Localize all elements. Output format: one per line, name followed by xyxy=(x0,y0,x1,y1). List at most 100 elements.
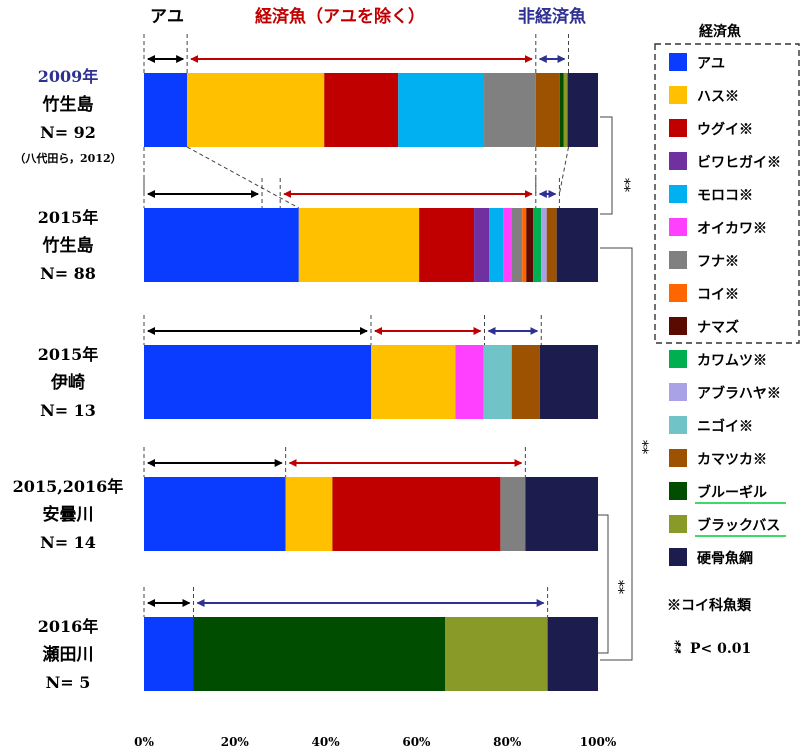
row-site-label: 瀬田川 xyxy=(43,645,94,665)
sig-marker-1: ** xyxy=(616,178,632,192)
bar-segment-r4-s15 xyxy=(547,617,598,691)
significance-brackets xyxy=(598,116,633,661)
legend-label: オイカワ※ xyxy=(697,221,767,237)
legend-swatch xyxy=(669,119,687,137)
sig-marker-2: ** xyxy=(634,440,650,454)
bar-segment-r0-s6 xyxy=(484,73,536,147)
bar-area xyxy=(143,34,598,691)
bar-segment-r0-s15 xyxy=(567,73,598,147)
x-tick-label: 20% xyxy=(221,735,250,749)
legend-swatch xyxy=(669,416,687,434)
legend-label: ウグイ※ xyxy=(697,121,753,138)
x-axis: 0% 20% 40% 60% 80% 100% xyxy=(134,735,617,749)
sig-legend-text: ：P< 0.01 xyxy=(676,641,751,657)
bar-segment-r0-s14 xyxy=(563,73,568,147)
legend-swatch xyxy=(669,449,687,467)
legend-label: カワムツ※ xyxy=(697,353,767,369)
bar-segment-r4-s0 xyxy=(144,617,194,691)
row-site-label: 竹生島 xyxy=(42,235,94,256)
bar-segment-r1-s9 xyxy=(533,208,542,282)
legend-economic-box xyxy=(654,43,800,344)
legend-label: ブルーギル xyxy=(697,484,767,501)
legend-swatch xyxy=(669,383,687,401)
bar-segment-r2-s5 xyxy=(455,345,484,419)
bar-segment-r3-s0 xyxy=(144,477,286,551)
bar-segment-r2-s0 xyxy=(144,345,371,419)
bracket-2015-chikubu-vs-seta xyxy=(600,247,633,661)
row-site-label: 竹生島 xyxy=(42,94,94,115)
legend-swatch xyxy=(669,53,687,71)
legend-label: モロコ※ xyxy=(697,188,753,204)
bar-segment-r2-s1 xyxy=(371,345,456,419)
bar-segment-r1-s5 xyxy=(503,208,512,282)
x-tick-label: 80% xyxy=(493,735,522,749)
legend-label: ハス※ xyxy=(697,89,739,105)
row-n-label: N= 13 xyxy=(40,401,96,420)
legend-swatch xyxy=(669,515,687,533)
top-label-economic: 経済魚（アユを除く） xyxy=(255,6,425,27)
legend-swatch xyxy=(669,218,687,236)
x-tick-label: 60% xyxy=(402,735,431,749)
legend-swatch xyxy=(669,86,687,104)
legend-swatch xyxy=(669,185,687,203)
row-site-label: 安曇川 xyxy=(43,504,94,525)
legend-swatch xyxy=(669,284,687,302)
legend-swatch xyxy=(669,548,687,566)
legend-title: 経済魚 xyxy=(699,23,741,40)
bar-segment-r3-s1 xyxy=(285,477,333,551)
connector-line xyxy=(558,146,569,195)
legend-label: ブラックバス xyxy=(697,517,780,534)
bar-segment-r2-s12 xyxy=(511,345,540,419)
bar-segment-r3-s6 xyxy=(500,477,526,551)
legend-label: カマツカ※ xyxy=(697,452,767,468)
legend-swatch xyxy=(669,482,687,500)
bar-segment-r3-s2 xyxy=(332,477,501,551)
bar-segment-r0-s12 xyxy=(535,73,560,147)
row-year-label: 2016年 xyxy=(38,617,99,636)
bar-segment-r2-s11 xyxy=(483,345,512,419)
row-year-label: 2009年 xyxy=(38,67,99,86)
row-site-label: 伊崎 xyxy=(50,372,85,393)
bar-segment-r1-s8 xyxy=(526,208,534,282)
legend-swatch xyxy=(669,317,687,335)
legend-swatch xyxy=(669,251,687,269)
bar-segment-r0-s13 xyxy=(559,73,564,147)
bracket-ado-vs-seta xyxy=(598,514,609,654)
bar-segment-r1-s12 xyxy=(546,208,557,282)
sig-legend-marker: ** xyxy=(667,640,682,654)
top-label-ayu: アユ xyxy=(150,7,184,27)
legend-label: ニゴイ※ xyxy=(697,418,753,435)
bar-segment-r2-s15 xyxy=(539,345,598,419)
connector-line xyxy=(186,146,300,209)
bar-segment-r4-s14 xyxy=(445,617,548,691)
x-tick-label: 0% xyxy=(134,735,154,749)
row-n-label: N= 14 xyxy=(40,533,96,552)
legend-swatch xyxy=(669,350,687,368)
footnote: ※コイ科魚類 xyxy=(667,597,752,614)
bar-segment-r1-s2 xyxy=(419,208,475,282)
bracket-2009-vs-2015-chikubu xyxy=(600,116,613,215)
bar-segment-r1-s6 xyxy=(511,208,523,282)
bar-segment-r3-s15 xyxy=(525,477,598,551)
x-tick-label: 100% xyxy=(580,735,617,749)
bar-segment-r4-s13 xyxy=(193,617,446,691)
bar-segment-r0-s0 xyxy=(144,73,188,147)
row-n-label: N= 92 xyxy=(40,123,96,142)
legend-label: 硬骨魚綱 xyxy=(697,550,753,567)
top-label-non-economic: 非経済魚 xyxy=(518,6,586,27)
legend-swatch xyxy=(669,152,687,170)
x-tick-label: 40% xyxy=(312,735,341,749)
legend-label: フナ※ xyxy=(697,254,739,270)
sig-marker-3: ** xyxy=(610,580,626,594)
row-n-label: N= 5 xyxy=(46,673,91,692)
bar-segment-r1-s4 xyxy=(489,208,504,282)
bar-segment-r1-s0 xyxy=(144,208,299,282)
bar-segment-r0-s4 xyxy=(398,73,485,147)
bar-segment-r1-s15 xyxy=(556,208,598,282)
bar-segment-r1-s7 xyxy=(522,208,527,282)
legend-label: アユ xyxy=(697,56,725,72)
row-n-label: N= 88 xyxy=(40,264,96,283)
